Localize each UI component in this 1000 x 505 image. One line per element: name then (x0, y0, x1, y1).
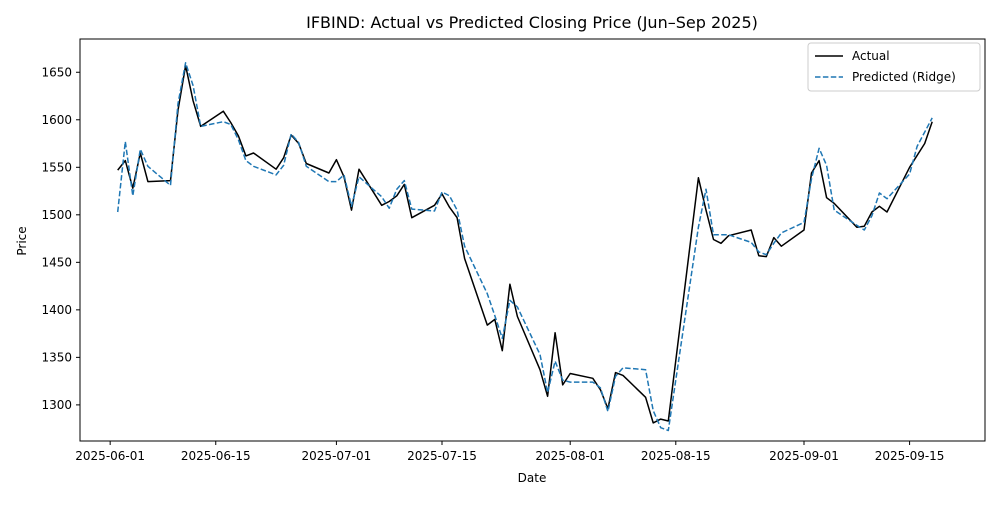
x-tick-label: 2025-06-15 (181, 449, 251, 463)
plot-lines (116, 62, 933, 432)
y-tick-label: 1400 (41, 303, 72, 317)
series-line-predicted (116, 62, 933, 432)
x-tick-label: 2025-06-01 (75, 449, 145, 463)
x-tick-label: 2025-07-01 (302, 449, 372, 463)
y-tick-label: 1450 (41, 255, 72, 269)
legend-box (807, 42, 981, 92)
x-tick-label: 2025-08-01 (535, 449, 605, 463)
x-axis: 2025-06-01 2025-06-15 2025-07-01 2025-07-15… (75, 441, 944, 463)
y-tick-label: 1350 (41, 350, 72, 364)
y-tick-label: 1650 (41, 65, 72, 79)
legend-label-predicted: Predicted (Ridge) (852, 70, 956, 84)
chart-title: IFBIND: Actual vs Predicted Closing Pric… (306, 13, 758, 32)
y-axis: 1300 1350 1400 1450 1500 1550 1600 1650 (41, 65, 80, 412)
legend: Actual Predicted (Ridge) (807, 42, 981, 92)
x-axis-title: Date (518, 471, 547, 485)
x-tick-label: 2025-07-15 (407, 449, 477, 463)
legend-label-actual: Actual (852, 49, 890, 63)
y-tick-label: 1500 (41, 208, 72, 222)
plot-frame (79, 38, 986, 442)
y-tick-label: 1600 (41, 113, 72, 127)
y-tick-label: 1300 (41, 398, 72, 412)
y-axis-title: Price (15, 226, 29, 255)
y-tick-label: 1550 (41, 160, 72, 174)
series-line-actual (117, 64, 933, 424)
x-tick-label: 2025-08-15 (641, 449, 711, 463)
x-tick-label: 2025-09-15 (875, 449, 945, 463)
x-tick-label: 2025-09-01 (769, 449, 839, 463)
